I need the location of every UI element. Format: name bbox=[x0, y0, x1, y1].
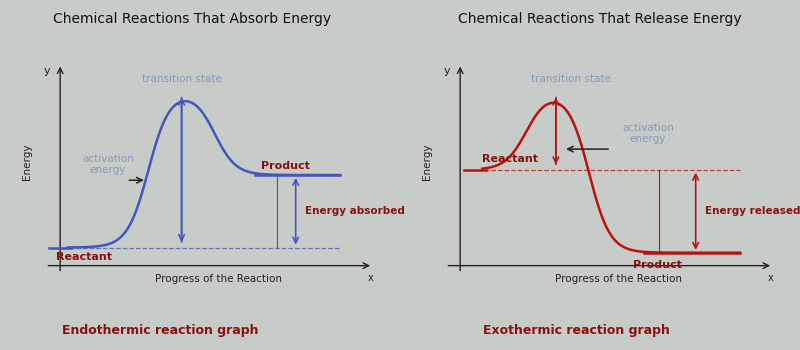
Text: y: y bbox=[443, 66, 450, 76]
Text: Energy released: Energy released bbox=[705, 206, 800, 216]
Text: x: x bbox=[367, 273, 373, 283]
Text: activation
energy: activation energy bbox=[82, 154, 134, 175]
Text: Endothermic reaction graph: Endothermic reaction graph bbox=[62, 324, 258, 337]
Text: x: x bbox=[767, 273, 773, 283]
Text: Product: Product bbox=[633, 260, 682, 270]
Text: Product: Product bbox=[261, 161, 310, 170]
Text: Reactant: Reactant bbox=[482, 154, 538, 164]
Text: Energy: Energy bbox=[422, 144, 432, 180]
Text: transition state: transition state bbox=[142, 74, 222, 84]
Text: y: y bbox=[43, 66, 50, 76]
Text: Progress of the Reaction: Progress of the Reaction bbox=[555, 274, 682, 285]
Text: Energy absorbed: Energy absorbed bbox=[305, 206, 405, 216]
Text: activation
energy: activation energy bbox=[622, 123, 674, 144]
Text: transition state: transition state bbox=[530, 74, 610, 84]
Text: Progress of the Reaction: Progress of the Reaction bbox=[155, 274, 282, 285]
Text: Energy: Energy bbox=[22, 144, 32, 180]
Text: Exothermic reaction graph: Exothermic reaction graph bbox=[482, 324, 670, 337]
Text: Chemical Reactions That Release Energy: Chemical Reactions That Release Energy bbox=[458, 12, 742, 26]
Text: Reactant: Reactant bbox=[57, 252, 113, 262]
Text: Chemical Reactions That Absorb Energy: Chemical Reactions That Absorb Energy bbox=[53, 12, 331, 26]
